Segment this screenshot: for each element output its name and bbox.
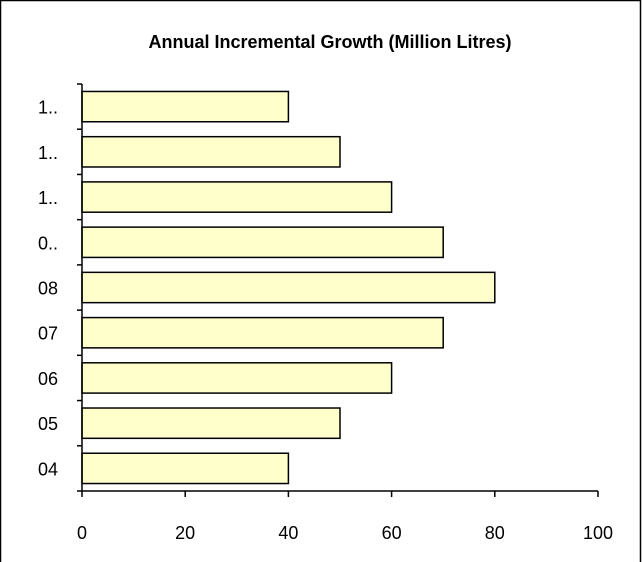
x-tick-label-4: 80 <box>485 523 505 543</box>
chart-title: Annual Incremental Growth (Million Litre… <box>148 32 511 52</box>
y-tick-label-2: 06 <box>38 369 58 389</box>
bar-0 <box>81 452 290 485</box>
y-tick-label-7: 1.. <box>38 143 58 163</box>
bar-6 <box>81 181 393 213</box>
bar-8 <box>81 90 290 123</box>
bar-2 <box>81 362 393 394</box>
bar-4 <box>81 271 496 304</box>
x-tick-label-3: 60 <box>382 523 402 543</box>
axes-layer: 04 05 06 07 08 0.. 1.. 1.. 1.. 0 20 40 60 80 100 <box>38 83 613 543</box>
y-tick-label-5: 0.. <box>38 233 58 253</box>
x-tick-label-5: 100 <box>583 523 613 543</box>
y-tick-label-6: 1.. <box>38 188 58 208</box>
y-tick-label-1: 05 <box>38 414 58 434</box>
y-tick-label-8: 1.. <box>38 98 58 118</box>
bar-1 <box>81 407 341 440</box>
y-tick-label-4: 08 <box>38 279 58 299</box>
bar-3 <box>81 316 444 349</box>
y-tick-label-3: 07 <box>38 324 58 344</box>
y-tick-label-0: 04 <box>38 459 58 479</box>
x-tick-label-0: 0 <box>77 523 87 543</box>
bar-5 <box>81 226 444 259</box>
x-tick-label-1: 20 <box>175 523 195 543</box>
bars-layer <box>81 90 496 485</box>
bar-7 <box>81 135 341 168</box>
x-tick-label-2: 40 <box>278 523 298 543</box>
